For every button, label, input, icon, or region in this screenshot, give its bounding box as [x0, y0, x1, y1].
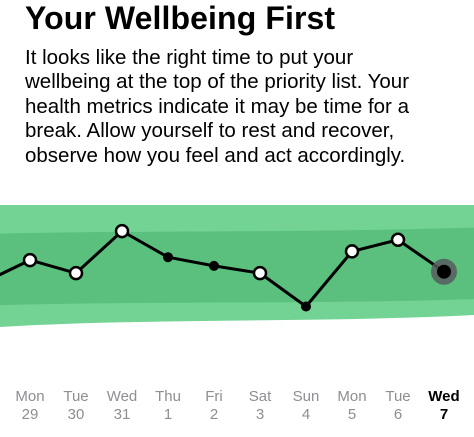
message-line: observe how you feel and act accordingly… [25, 143, 406, 167]
day-label-selected[interactable]: Wed 7 [421, 388, 467, 424]
message-line: It looks like the right time to put your [25, 46, 354, 69]
day-weekday: Fri [205, 388, 223, 405]
day-weekday: Wed [106, 388, 138, 405]
day-label[interactable]: Tue 6 [375, 388, 421, 424]
day-weekday: Tue [385, 388, 411, 405]
day-date: 29 [21, 406, 39, 423]
day-label[interactable]: Wed 31 [99, 388, 145, 424]
day-weekday: Wed [428, 388, 460, 405]
data-point [390, 232, 406, 248]
data-point [163, 252, 173, 263]
day-weekday: Mon [337, 388, 367, 405]
day-label[interactable]: Sat 3 [237, 388, 283, 424]
day-date: 31 [113, 406, 131, 423]
wellbeing-trend-chart [0, 205, 474, 327]
day-date: 3 [255, 406, 265, 423]
page-title: Your Wellbeing First [25, 0, 336, 36]
data-point [114, 223, 130, 239]
data-point [209, 260, 219, 271]
data-point [68, 265, 84, 281]
day-label[interactable]: Tue 30 [53, 388, 99, 424]
data-point [301, 301, 311, 312]
wellbeing-message: It looks like the right time to put your… [25, 46, 470, 168]
day-date: 1 [163, 406, 173, 423]
data-point [344, 244, 360, 259]
day-label[interactable]: Mon 5 [329, 388, 375, 424]
day-date: 4 [301, 406, 311, 423]
data-point [252, 265, 268, 281]
day-weekday: Tue [63, 388, 89, 405]
day-axis: Mon 29 Tue 30 Wed 31 Thu 1 Fri 2 Sat 3 Sun 4 Mon 5 Tue 6 W… [0, 388, 474, 428]
day-label[interactable]: Mon 29 [7, 388, 53, 424]
day-date: 7 [439, 406, 449, 423]
message-line: wellbeing at the top of the priority lis… [25, 70, 410, 94]
day-label[interactable]: Fri 2 [191, 388, 237, 424]
selected-data-point [437, 264, 451, 279]
day-label[interactable]: Thu 1 [145, 388, 191, 424]
day-date: 5 [347, 406, 357, 423]
data-point [22, 252, 38, 268]
day-weekday: Sat [248, 388, 272, 405]
day-date: 6 [393, 406, 403, 423]
day-weekday: Thu [155, 388, 181, 405]
message-line: break. Allow yourself to rest and recove… [25, 119, 395, 143]
day-date: 2 [209, 406, 219, 423]
message-line: health metrics indicate it may be time f… [25, 94, 409, 118]
day-weekday: Sun [292, 388, 320, 405]
day-label[interactable]: Sun 4 [283, 388, 329, 424]
day-date: 30 [67, 406, 85, 423]
day-weekday: Mon [15, 388, 45, 405]
